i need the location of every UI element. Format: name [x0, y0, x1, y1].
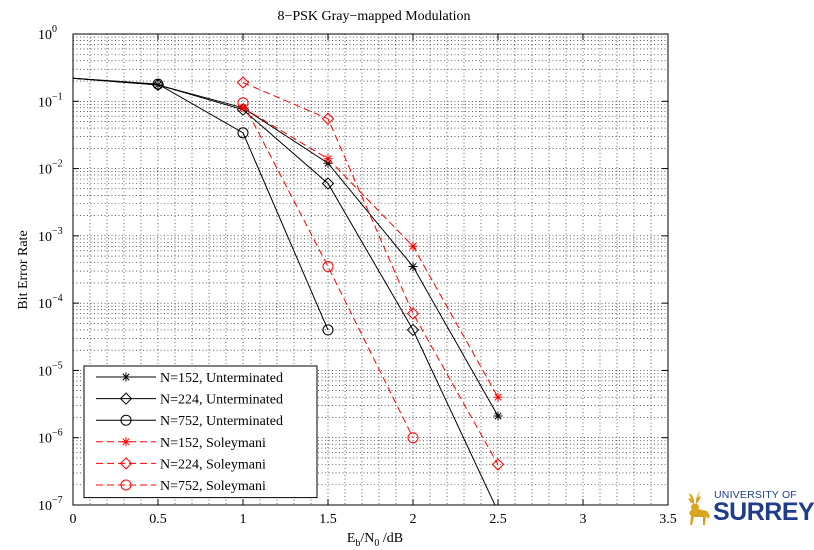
y-tick-label: 100	[38, 24, 57, 43]
x-tick-label: 2.5	[489, 512, 507, 527]
chart-title: 8−PSK Gray−mapped Modulation	[277, 9, 470, 24]
y-tick-label: 10−5	[38, 360, 63, 379]
data-point	[491, 458, 505, 471]
legend-label: N=152, Soleymani	[160, 436, 266, 451]
legend-marker	[121, 437, 131, 447]
x-label-mid: /N	[360, 531, 374, 546]
legend-marker	[121, 372, 131, 382]
data-point	[151, 78, 165, 92]
legend-label: N=152, Unterminated	[160, 371, 283, 386]
data-point	[236, 76, 250, 89]
series-line	[73, 77, 329, 331]
y-tick-label: 10−6	[38, 428, 63, 447]
y-tick-label: 10−1	[38, 91, 63, 110]
series-line	[242, 107, 499, 398]
data-point	[322, 261, 334, 273]
plot-frame	[72, 33, 669, 506]
data-point	[493, 411, 503, 421]
y-tick-label: 10−4	[38, 293, 63, 312]
data-point	[323, 154, 333, 164]
logo-line1: UNIVERSITY OF	[714, 489, 797, 501]
y-tick-labels: 100 10−1 10−2 10−3 10−4 10−5 10−6 10−7	[38, 24, 63, 514]
university-logo: UNIVERSITY OF SURREY	[680, 487, 814, 547]
data-point	[321, 177, 335, 190]
series-line	[242, 82, 499, 465]
data-point	[237, 127, 249, 139]
series-line	[73, 77, 499, 417]
legend: N=152, Unterminated N=224, Unterminated N=…	[83, 365, 318, 499]
series-5	[236, 76, 505, 471]
legend-marker	[119, 457, 133, 470]
y-tick-label: 10−2	[38, 159, 63, 178]
series-line	[242, 102, 414, 438]
x-axis-label: Eb/N0 /dB	[347, 531, 403, 549]
x-label-tail: /dB	[379, 531, 403, 546]
x-tick-label: 0	[70, 512, 77, 527]
x-tick-label: 1.5	[319, 512, 337, 527]
legend-marker	[119, 392, 133, 405]
data-point	[408, 241, 418, 251]
x-label-sub-b: b	[355, 538, 360, 549]
legend-marker	[120, 414, 132, 426]
data-point	[493, 392, 503, 402]
legend-marker	[120, 479, 132, 491]
y-tick-label: 10−3	[38, 226, 63, 245]
data-point	[406, 323, 420, 337]
x-label-sub-0: 0	[374, 538, 379, 549]
data-point	[322, 324, 334, 336]
data-point	[406, 307, 420, 320]
data-point	[237, 97, 249, 109]
legend-label: N=752, Soleymani	[160, 479, 266, 494]
x-tick-label: 3.5	[659, 512, 677, 527]
data-point	[408, 262, 418, 272]
axis-ticks	[72, 33, 669, 506]
data-point	[407, 432, 419, 444]
x-tick-label: 2	[410, 512, 417, 527]
data-point	[321, 112, 335, 125]
x-tick-label: 1	[240, 512, 247, 527]
legend-label: N=752, Unterminated	[160, 414, 283, 429]
x-tick-labels: 0 0.5 1 1.5 2 2.5 3 3.5	[70, 512, 677, 527]
x-label-e: E	[347, 531, 356, 546]
series-6	[237, 97, 419, 444]
y-axis-label: Bit Error Rate	[16, 230, 31, 309]
series-line	[73, 77, 496, 505]
stag-icon	[688, 491, 710, 525]
series-group	[73, 76, 505, 505]
x-tick-label: 0.5	[149, 512, 167, 527]
legend-label: N=224, Unterminated	[160, 393, 283, 408]
data-point	[152, 78, 164, 90]
legend-label: N=224, Soleymani	[160, 457, 266, 472]
y-tick-label: 10−7	[38, 495, 63, 514]
series-3	[73, 77, 334, 336]
logo-line2: SURREY	[713, 498, 814, 526]
x-tick-label: 3	[580, 512, 587, 527]
data-point	[323, 158, 333, 168]
legend-box	[83, 365, 318, 499]
